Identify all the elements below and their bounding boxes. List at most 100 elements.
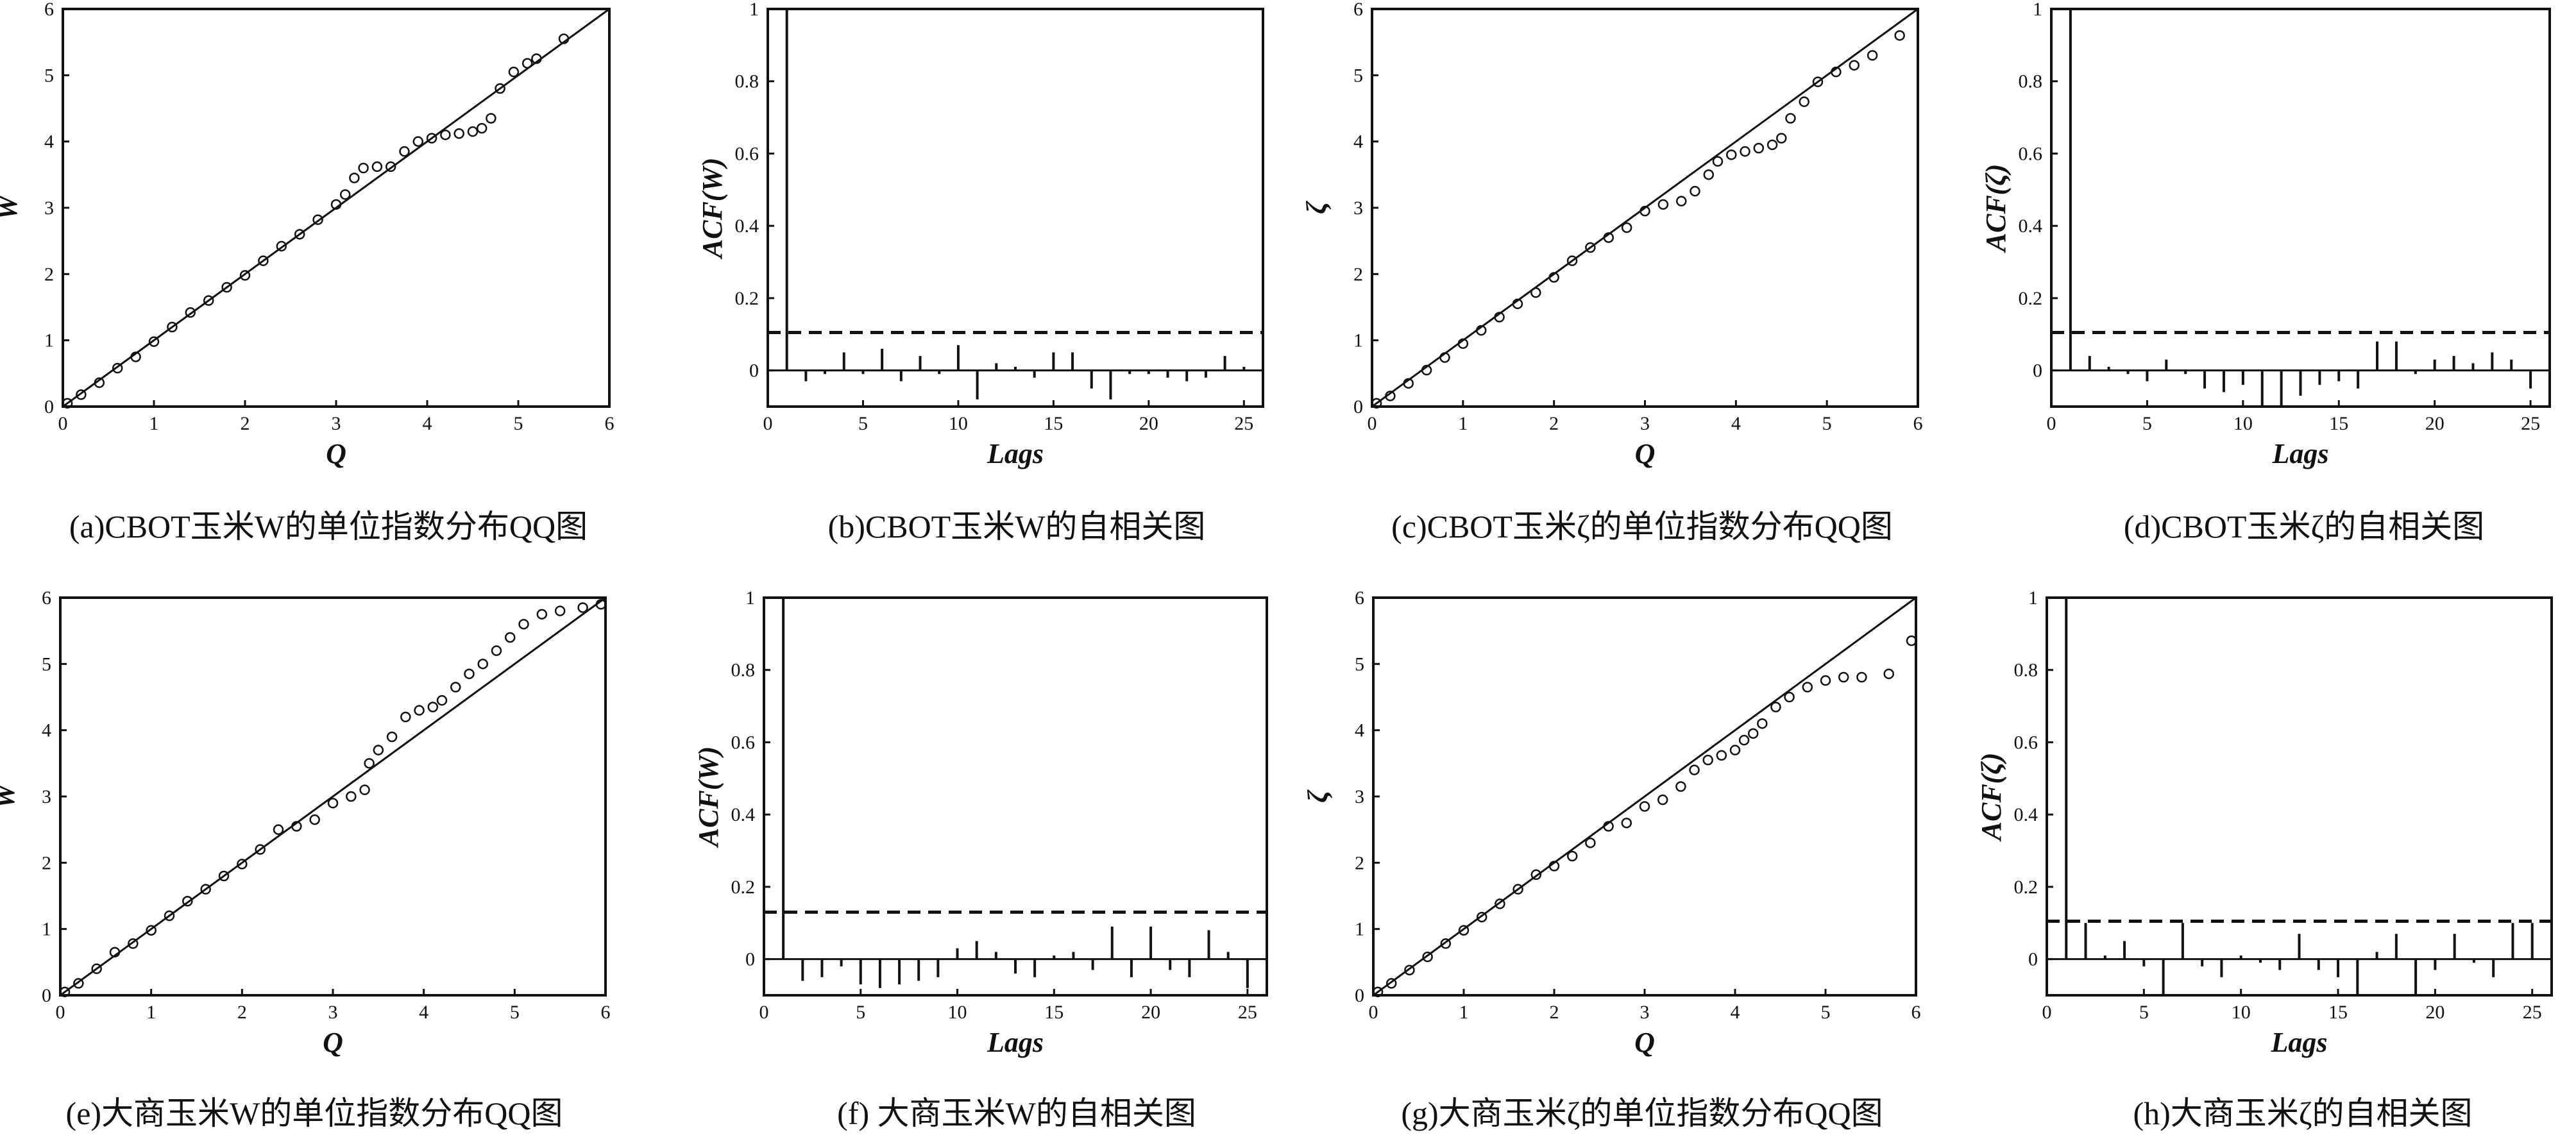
x-tick-label: 0 — [759, 1002, 769, 1023]
qq-point — [1702, 754, 1713, 766]
qq-point — [1785, 113, 1796, 124]
qq-point — [450, 682, 461, 693]
qq-point — [91, 963, 102, 974]
qq-point — [476, 122, 487, 134]
qq-point — [491, 645, 502, 656]
x-axis-label: Q — [323, 1027, 343, 1058]
chart-panel-g: 0 1 2 3 4 5 6 0 1 2 3 4 5 6 Qζ (g)大商玉米ζ的单位指数分布QQ图 — [1302, 587, 1921, 1131]
y-tick-label: 0.2 — [2019, 288, 2043, 309]
chart-panel-d: 0 5 10 15 20 25 0 0.2 0.4 0.6 0.8 1 Lags ACF(ζ) (d)CBO… — [1980, 0, 2551, 544]
qq-point — [364, 758, 375, 769]
qq-point — [1585, 242, 1596, 253]
plot-frame — [767, 8, 1264, 408]
reference-line — [62, 8, 610, 408]
y-tick-label: 0.4 — [735, 215, 759, 237]
plot-frame — [2050, 8, 2551, 408]
y-tick-label: 1 — [2028, 587, 2038, 609]
x-tick-label: 4 — [1731, 413, 1741, 434]
qq-point — [373, 745, 384, 755]
y-tick-label: 5 — [1353, 65, 1363, 86]
qq-point — [258, 255, 269, 266]
y-tick-label: 3 — [42, 786, 51, 807]
qq-point — [1657, 199, 1669, 210]
qq-point — [1530, 287, 1541, 298]
qq-point — [273, 824, 284, 835]
x-tick-label: 3 — [332, 413, 341, 434]
x-tick-label: 10 — [948, 1002, 967, 1023]
qq-point — [595, 599, 607, 610]
qq-point — [1476, 911, 1487, 923]
x-tick-label: 1 — [1459, 1002, 1469, 1023]
qq-point — [1439, 352, 1450, 363]
qq-point — [436, 695, 448, 706]
qq-point — [346, 791, 357, 802]
chart-panel-e: 0 1 2 3 4 5 6 0 1 2 3 4 5 6 Q W (e)大商玉米W的单位指数分布QQ图 — [0, 587, 611, 1131]
qq-point — [1548, 272, 1559, 283]
qq-point — [237, 859, 248, 870]
y-tick-label: 0.2 — [731, 877, 756, 898]
x-tick-label: 25 — [1234, 413, 1253, 434]
qq-point — [1784, 691, 1795, 703]
x-tick-label: 25 — [1238, 1002, 1257, 1023]
qq-point — [1494, 312, 1505, 323]
qq-point — [1385, 391, 1396, 401]
y-tick-label: 0.8 — [731, 660, 756, 681]
qq-point — [453, 128, 464, 139]
qq-point — [359, 784, 370, 795]
qq-point — [167, 321, 178, 333]
x-tick-label: 25 — [2523, 1002, 2542, 1023]
qq-point — [414, 705, 425, 716]
qq-point — [312, 214, 323, 225]
x-tick-label: 10 — [949, 413, 968, 434]
x-tick-label: 20 — [1141, 1002, 1160, 1023]
qq-point — [1820, 675, 1831, 686]
panel-caption: (b)CBOT玉米W的自相关图 — [828, 509, 1206, 544]
qq-point — [1867, 50, 1878, 61]
qq-point — [1495, 898, 1505, 909]
qq-point — [1585, 838, 1596, 848]
panel-caption: (c)CBOT玉米ζ的单位指数分布QQ图 — [1391, 509, 1893, 544]
y-tick-label: 6 — [1355, 587, 1364, 609]
qq-point — [182, 896, 193, 907]
qq-point — [518, 619, 529, 630]
qq-point — [1776, 133, 1787, 144]
x-tick-label: 3 — [1640, 413, 1650, 434]
y-axis-label: W — [0, 782, 21, 809]
x-tick-label: 4 — [423, 413, 432, 434]
qq-point — [330, 199, 342, 210]
y-tick-label: 6 — [1353, 0, 1363, 20]
qq-point — [1703, 169, 1715, 180]
qq-point — [536, 609, 548, 620]
qq-point — [505, 632, 516, 643]
x-tick-label: 6 — [1911, 1002, 1921, 1023]
x-tick-label: 15 — [1044, 1002, 1063, 1023]
panel-caption: (g)大商玉米ζ的单位指数分布QQ图 — [1401, 1095, 1883, 1131]
qq-point — [146, 925, 157, 936]
qq-point — [477, 659, 488, 670]
x-tick-label: 0 — [2042, 1002, 2052, 1023]
qq-point — [1639, 801, 1650, 812]
qq-point — [358, 162, 369, 174]
x-tick-label: 2 — [1550, 1002, 1559, 1023]
y-tick-label: 1 — [749, 0, 759, 20]
qq-point — [294, 229, 305, 240]
x-tick-label: 5 — [1821, 1002, 1831, 1023]
y-tick-label: 5 — [1355, 653, 1364, 675]
reference-line — [60, 596, 606, 997]
qq-point — [1770, 702, 1781, 712]
qq-point — [130, 351, 141, 362]
qq-point — [1802, 682, 1813, 693]
y-tick-label: 0.4 — [2019, 215, 2043, 237]
qq-point — [1831, 66, 1842, 78]
x-tick-label: 15 — [2328, 1002, 2348, 1023]
y-tick-label: 0.2 — [735, 288, 759, 309]
y-axis-label: ζ — [1302, 789, 1334, 803]
y-tick-label: 0 — [749, 360, 759, 382]
qq-point — [1440, 938, 1452, 949]
qq-point — [309, 814, 320, 825]
y-tick-label: 0.4 — [2014, 804, 2038, 825]
qq-point — [1422, 951, 1433, 963]
y-tick-label: 0.2 — [2014, 877, 2038, 898]
x-tick-label: 2 — [1549, 413, 1559, 434]
qq-point — [1566, 255, 1578, 266]
